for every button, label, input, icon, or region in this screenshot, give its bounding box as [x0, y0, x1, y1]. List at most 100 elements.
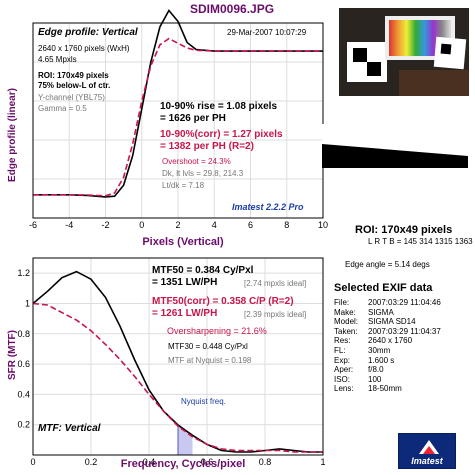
- mtf50-ideal: [2.74 mpxls ideal]: [244, 279, 307, 288]
- edge-x-tick-label: 10: [318, 220, 328, 230]
- rise-per-ph: = 1626 per PH: [160, 113, 226, 124]
- exif-key: Aper:: [334, 365, 354, 375]
- exif-key: File:: [334, 298, 350, 307]
- exif-key: Lens:: [334, 384, 354, 394]
- sample-image-thumbnail: [339, 8, 469, 96]
- edge-profile-corr-curve: [33, 37, 323, 197]
- exif-key: Make:: [334, 307, 356, 317]
- mtf30-value: MTF30 = 0.448 Cy/Pxl: [168, 342, 248, 351]
- mtf50-lwph: = 1351 LW/PH: [152, 277, 218, 288]
- nyquist-region: [178, 424, 193, 455]
- gamma-info: Gamma = 0.5: [38, 104, 87, 113]
- mtf-y-axis-label: SFR (MTF): [7, 330, 18, 380]
- page-title: SDIM0096.JPG: [190, 2, 275, 16]
- roi-size: ROI: 170x49 pixels: [355, 224, 453, 236]
- mtf-plot-frame: [32, 257, 324, 456]
- exif-value: 18-50mm: [368, 384, 402, 394]
- exif-row: FL: 30mm: [334, 346, 441, 356]
- mtf50-corr-value: MTF50(corr) = 0.358 C/P (R=2): [152, 296, 294, 307]
- edge-roi-image: [322, 124, 468, 168]
- edge-x-tick-label: -6: [29, 220, 37, 230]
- exif-row: Aper: f/8.0: [334, 365, 441, 375]
- mtf-x-tick-label: 0.6: [201, 457, 214, 467]
- edge-x-tick-label: -4: [65, 220, 73, 230]
- exif-row: Model: SIGMA SD14: [334, 317, 441, 327]
- rise-corr-value: 10-90%(corr) = 1.27 pixels: [160, 129, 283, 140]
- mtf-y-tick-label: 1: [25, 298, 30, 308]
- exif-value: 2007:03:29 11:04:46: [368, 298, 441, 307]
- roi-bounds: L R T B = 145 314 1315 1363: [368, 237, 473, 246]
- exif-row: Lens: 18-50mm: [334, 384, 441, 394]
- edge-x-tick-label: -2: [101, 220, 109, 230]
- mtf-x-tick-label: 0.8: [259, 457, 272, 467]
- mtf-y-tick-label: 0.8: [17, 329, 30, 339]
- imatest-logo: Imatest: [398, 433, 456, 469]
- edge-title: Edge profile: Vertical: [38, 27, 138, 38]
- edge-x-axis-label: Pixels (Vertical): [142, 236, 224, 248]
- mtf-x-tick-label: 0.4: [143, 457, 156, 467]
- exif-key: Res:: [334, 336, 351, 346]
- edge-angle: Edge angle = 5.14 degs: [345, 260, 430, 269]
- mtf-curve: [32, 270, 323, 453]
- mtf-nyquist-value: MTF at Nyquist = 0.198: [168, 356, 252, 365]
- date-stamp: 29-Mar-2007 10:07:29: [227, 28, 307, 37]
- roi-info: ROI: 170x49 pixels: [38, 71, 109, 80]
- exif-row: Res: 2640 x 1760: [334, 336, 441, 346]
- exif-key: ISO:: [334, 374, 351, 384]
- exif-list: File: 2007:03:29 11:04:46 Make: SIGMA Model:…: [334, 298, 441, 394]
- mtf-corr-curve: [32, 302, 323, 453]
- mtf-y-tick-label: 0.2: [17, 420, 30, 430]
- mtf-y-tick-label: 0.6: [17, 359, 30, 369]
- exif-key: FL:: [334, 345, 346, 355]
- edge-x-tick-label: 8: [284, 220, 289, 230]
- mtf-title: MTF: Vertical: [38, 423, 101, 434]
- exif-value: SIGMA: [368, 307, 394, 317]
- nyquist-label: Nyquist freq.: [181, 397, 226, 406]
- exif-value: 2640 x 1760: [368, 336, 413, 346]
- mtf-x-axis-label: Frequency, Cycles/pixel: [121, 458, 246, 470]
- edge-plot-frame: [32, 22, 324, 219]
- tick-labels: -6 -4 -2 0 2 4 6 8 10 0 0.2 0.4 0.6 0.8 1 0.2 0.4 0.6 0.8 1…: [17, 220, 328, 467]
- overshoot-value: Overshoot = 24.3%: [162, 157, 231, 166]
- mtf50-corr-lwph: = 1261 LW/PH: [152, 308, 218, 319]
- exif-row: File: 2007:03:29 11:04:46: [334, 298, 441, 308]
- mtf-x-tick-label: 0: [30, 457, 35, 467]
- exif-key: Exp:: [334, 355, 351, 365]
- oversharpening-value: Oversharpening = 21.6%: [167, 326, 267, 336]
- mtf-y-tick-label: 1.2: [17, 268, 30, 278]
- edge-x-tick-label: 0: [139, 220, 144, 230]
- exif-title: Selected EXIF data: [334, 282, 433, 294]
- light-dark-ratio: Lt/dk = 7.18: [162, 181, 205, 190]
- exif-key: Model:: [334, 317, 359, 327]
- rise-value: 10-90% rise = 1.08 pixels: [160, 101, 278, 112]
- exif-value: SIGMA SD14: [368, 317, 416, 327]
- edge-profile-curve: [33, 9, 323, 198]
- exif-value: 30mm: [368, 345, 391, 355]
- exif-row: Taken: 2007:03:29 11:04:37: [334, 327, 441, 337]
- exif-key: Taken:: [334, 326, 358, 336]
- channel-info: Y-channel (YBL75): [38, 93, 105, 102]
- exif-value: 2007:03:29 11:04:37: [368, 326, 441, 336]
- roi-position: 75% below-L of ctr.: [38, 81, 111, 90]
- mpxls-info: 4.65 Mpxls: [38, 55, 77, 64]
- edge-x-tick-label: 2: [175, 220, 180, 230]
- rise-corr-per-ph: = 1382 per PH (R=2): [160, 141, 254, 152]
- mtf-x-tick-label: 0.2: [85, 457, 98, 467]
- exif-row: ISO: 100: [334, 375, 441, 385]
- pixel-info: 2640 x 1760 pixels (WxH): [38, 44, 130, 53]
- edge-y-axis-label: Edge profile (linear): [7, 88, 18, 182]
- exif-row: Exp: 1.600 s: [334, 356, 441, 366]
- mtf-grid: [32, 258, 324, 455]
- mtf50-corr-ideal: [2.39 mpxls ideal]: [244, 310, 307, 319]
- edge-x-tick-label: 4: [212, 220, 217, 230]
- exif-row: Make: SIGMA: [334, 308, 441, 318]
- mtf50-value: MTF50 = 0.384 Cy/Pxl: [152, 265, 254, 276]
- logo-text: Imatest: [411, 456, 443, 466]
- exif-value: 1.600 s: [368, 355, 395, 365]
- mtf-y-tick-label: 0.4: [17, 389, 30, 399]
- dark-light-levels: Dk, lt lvls = 29.8, 214.3: [162, 169, 244, 178]
- edge-x-tick-label: 6: [248, 220, 253, 230]
- mtf-x-tick-label: 1: [320, 457, 325, 467]
- imatest-version: Imatest 2.2.2 Pro: [232, 202, 304, 212]
